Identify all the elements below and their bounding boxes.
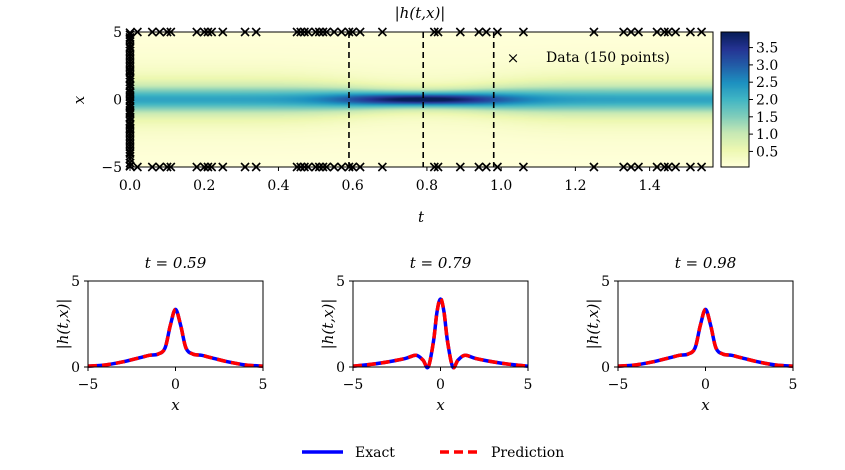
time-slice-lines	[348, 32, 495, 167]
heatmap-xlabel: t	[418, 208, 425, 226]
x-tick-label: 0.6	[342, 178, 364, 194]
bottom-legend: Exact Prediction	[302, 445, 564, 461]
x-tick-label: 0	[171, 377, 180, 393]
colorbar-tick-label: 3.0	[756, 58, 778, 74]
x-tick-label: 0.2	[193, 178, 215, 194]
heatmap-legend: × Data (150 points)	[507, 49, 670, 67]
x-tick-label: 0	[701, 377, 710, 393]
heatmap-ticks: 0.0 0.2 0.4 0.6 0.8 1.0 1.2 1.4 −5 0 5	[101, 25, 660, 194]
colorbar-tick-label: 1.0	[756, 127, 778, 143]
y-tick-label: 0	[336, 360, 345, 376]
slice-ylabel: |h(t,x)|	[319, 299, 337, 350]
series-exact-line	[87, 307, 264, 368]
y-tick-label: 5	[601, 274, 610, 290]
legend-exact-label: Exact	[355, 445, 395, 461]
x-tick-label: 1.4	[638, 178, 660, 194]
x-tick-label: 0.0	[119, 178, 141, 194]
series-exact-line	[617, 307, 794, 368]
slice-xlabel: x	[701, 396, 710, 414]
series-prediction-line	[617, 307, 794, 368]
heatmap-image	[130, 32, 713, 167]
x-tick-label: −5	[343, 377, 364, 393]
x-tick-label: −5	[78, 377, 99, 393]
colorbar-tick-label: 2.0	[756, 93, 778, 109]
legend-x-marker: ×	[507, 49, 520, 67]
slice-title: t = 0.98	[675, 254, 737, 272]
colorbar-tick-label: 1.5	[756, 110, 778, 126]
y-tick-label: 5	[71, 274, 80, 290]
x-tick-label: 1.0	[490, 178, 512, 194]
slice-xlabel: x	[436, 396, 445, 414]
x-tick-label: 0	[436, 377, 445, 393]
x-tick-label: 5	[259, 377, 268, 393]
x-tick-label: 0.8	[416, 178, 438, 194]
y-tick-label: 0	[601, 360, 610, 376]
y-tick-label: 5	[113, 25, 122, 41]
colorbar-ticks: 0.51.01.52.0 2.53.03.5	[749, 41, 778, 160]
series-prediction-line	[87, 307, 264, 368]
legend-prediction-label: Prediction	[491, 445, 564, 461]
slice-frame	[87, 280, 264, 368]
slice-frame	[617, 280, 794, 368]
x-tick-label: −5	[608, 377, 629, 393]
colorbar-tick-label: 3.5	[756, 41, 778, 57]
y-tick-label: 0	[113, 93, 122, 109]
x-tick-label: 5	[524, 377, 533, 393]
colorbar-tick-label: 0.5	[756, 144, 778, 160]
y-tick-label: 5	[336, 274, 345, 290]
y-tick-label: −5	[101, 160, 122, 176]
heatmap-panel: |h(t,x)| 0.0 0.2 0.4 0.6 0.8 1.0 1.2 1.4−505 t …	[70, 4, 778, 226]
colorbar-tick-label: 2.5	[756, 75, 778, 91]
x-tick-label: 1.2	[564, 178, 586, 194]
y-tick-label: 0	[71, 360, 80, 376]
colorbar	[721, 32, 749, 167]
slice-xlabel: x	[171, 396, 180, 414]
series-prediction-line	[352, 296, 529, 370]
legend-data-label: Data (150 points)	[546, 50, 670, 66]
heatmap-ylabel: x	[70, 95, 88, 104]
slice-title: t = 0.59	[145, 254, 207, 272]
x-tick-label: 5	[789, 377, 798, 393]
slice-title: t = 0.79	[410, 254, 472, 272]
slice-ylabel: |h(t,x)|	[54, 299, 72, 350]
heatmap-title: |h(t,x)|	[395, 4, 446, 22]
series-exact-line	[352, 297, 529, 370]
slice-ylabel: |h(t,x)|	[584, 299, 602, 350]
slice-frame	[352, 280, 529, 368]
x-tick-label: 0.4	[267, 178, 289, 194]
